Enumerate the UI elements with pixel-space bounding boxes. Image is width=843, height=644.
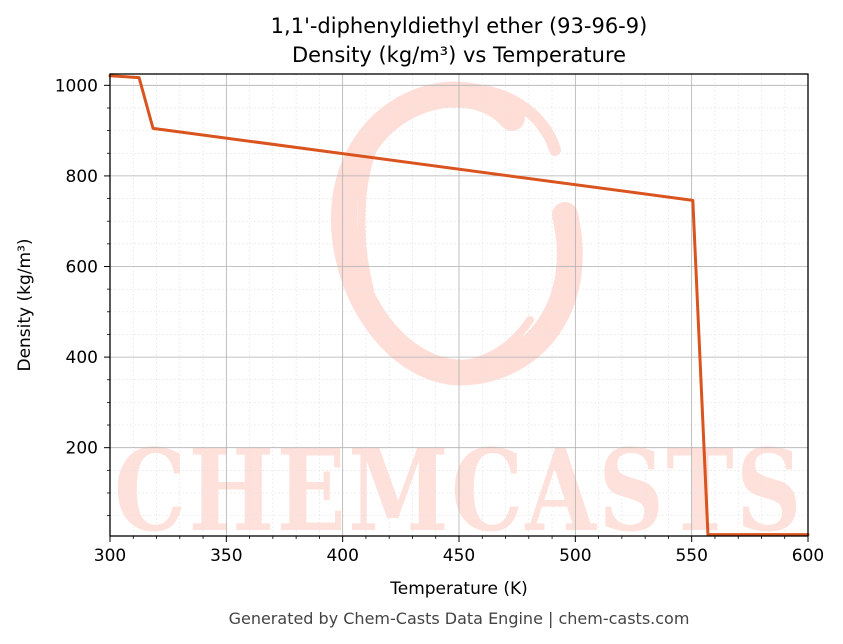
y-tick-label: 400 bbox=[66, 348, 98, 368]
x-tick-label: 600 bbox=[792, 546, 824, 566]
y-tick-label: 800 bbox=[66, 167, 98, 187]
x-tick-label: 450 bbox=[443, 546, 475, 566]
x-tick-label: 350 bbox=[210, 546, 242, 566]
x-axis-label: Temperature (K) bbox=[389, 579, 528, 599]
x-tick-label: 500 bbox=[559, 546, 591, 566]
tick-labels: 300 350 400 450 500 550 600 200 400 600 800 1000 bbox=[55, 76, 824, 566]
chart-title: 1,1'-diphenyldiethyl ether (93-96-9) bbox=[271, 14, 648, 38]
y-tick-label: 600 bbox=[66, 258, 98, 278]
y-tick-label: 200 bbox=[66, 439, 98, 459]
x-tick-label: 550 bbox=[675, 546, 707, 566]
footer-credit: Generated by Chem-Casts Data Engine | ch… bbox=[229, 609, 690, 628]
watermark-swirl-icon bbox=[331, 81, 583, 386]
ticks bbox=[104, 84, 809, 542]
x-tick-label: 400 bbox=[326, 546, 358, 566]
chart-subtitle: Density (kg/m³) vs Temperature bbox=[292, 43, 626, 67]
y-tick-label: 1000 bbox=[55, 76, 98, 96]
x-tick-label: 300 bbox=[94, 546, 126, 566]
series-layer bbox=[108, 74, 810, 537]
y-axis-label: Density (kg/m³) bbox=[15, 238, 35, 371]
series-line-0 bbox=[108, 74, 810, 537]
